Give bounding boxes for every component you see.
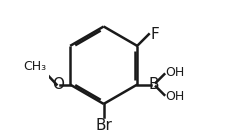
Text: F: F [149,27,158,42]
Text: B: B [148,77,158,92]
Text: OH: OH [165,67,184,79]
Text: methoxy: methoxy [0,135,1,136]
Text: CH₃: CH₃ [23,60,46,73]
Text: O: O [52,77,64,92]
Text: OH: OH [165,90,184,103]
Text: Br: Br [95,118,112,133]
